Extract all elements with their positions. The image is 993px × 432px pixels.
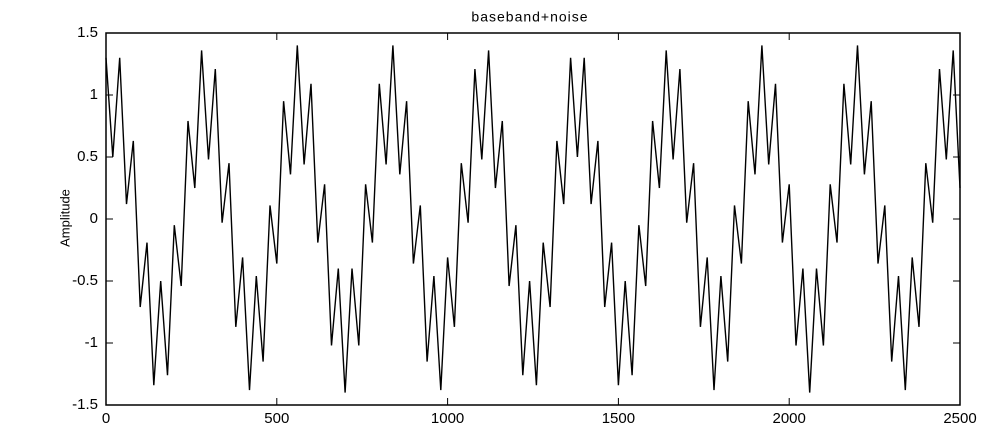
x-tick-label: 1000 [431,410,464,427]
y-tick-label: -1.5 [72,396,98,413]
signal-line [105,45,961,393]
x-tick-label: 0 [102,410,110,427]
y-tick-label: 0.5 [77,148,98,165]
y-axis-label: Amplitude [57,189,72,247]
plot-frame [105,32,961,406]
x-tick-label: 2500 [943,410,976,427]
x-tick-label: 2000 [773,410,806,427]
y-tick-label: 1.5 [77,24,98,41]
x-tick-label: 500 [264,410,289,427]
y-tick-label: 0 [90,210,98,227]
y-tick-label: -0.5 [72,272,98,289]
x-tick-label: 1500 [602,410,635,427]
chart-title: baseband+noise [471,9,588,25]
y-tick-label: -1 [85,334,98,351]
y-tick-label: 1 [90,86,98,103]
